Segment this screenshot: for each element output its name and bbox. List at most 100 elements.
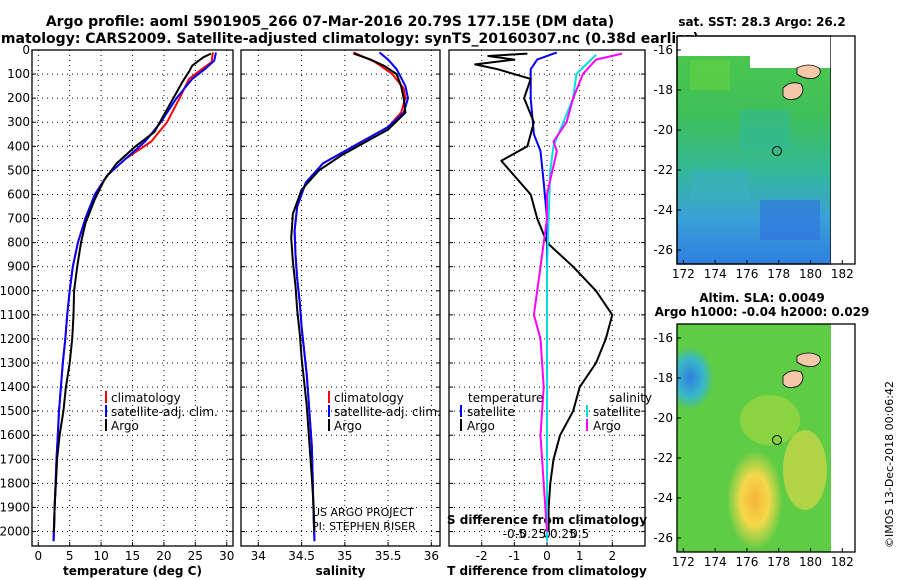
x-tick-label: 35 [337,549,352,563]
legend-salinity-header: salinity [609,391,652,405]
lon-tick-label: 174 [704,555,727,569]
depth-tick-label: 2000 [0,525,30,539]
lat-tick-label: -18 [653,371,673,385]
lon-tick-label: 176 [735,267,758,281]
legend-t-satellite: satellite [467,405,515,419]
x-tick-label: 0 [34,549,42,563]
depth-tick-label: 0 [22,43,30,57]
x-tick-label: 34.5 [288,549,315,563]
depth-tick-label: 500 [7,163,30,177]
lat-tick-label: -16 [653,43,673,57]
salinity-profile-panel: 34 34.5 35 35.5 36 salinity [240,49,441,578]
depth-tick-label: 400 [7,139,30,153]
lat-tick-label: -18 [653,83,673,97]
plot-frame [240,49,441,547]
lon-tick-label: 182 [831,267,854,281]
lon-tick-label: 174 [704,267,727,281]
legend-s-satellite: satellite [593,405,641,419]
difference-legend: temperature salinity satellite Argo sate… [460,391,652,433]
x-tick-label: 25 [188,549,203,563]
depth-tick-label: 300 [7,115,30,129]
series-line [293,51,409,542]
x-axis-label: temperature (deg C) [63,564,202,578]
x-axis-label: salinity [316,564,366,578]
lat-tick-label: -24 [653,491,673,505]
depth-tick-label: 800 [7,236,30,250]
s-tick-label: -0.5 [503,527,526,541]
depth-tick-label: 900 [7,260,30,274]
depth-tick-label: 1700 [0,452,30,466]
x-tick-label: -1 [508,549,520,563]
credit-line-2: PI: STEPHEN RISER [312,520,416,533]
x-tick-label: 2 [609,549,617,563]
credit-line-1: US ARGO PROJECT [312,506,414,519]
lon-tick-label: 172 [672,267,695,281]
depth-tick-label: 1200 [0,332,30,346]
x-tick-label: 36 [424,549,439,563]
sla-map-title-2: Argo h1000: -0.04 h2000: 0.029 [655,305,870,319]
sla-map [676,323,856,553]
lat-tick-label: -24 [653,203,673,217]
legend-argo-s: Argo [334,419,362,433]
legend-temperature-header: temperature [468,391,543,405]
depth-tick-label: 1400 [0,380,30,394]
legend-t-argo: Argo [467,419,495,433]
plot-frame [31,49,234,547]
lat-tick-label: -26 [653,243,673,257]
depth-tick-label: 200 [7,91,30,105]
title-line-1: Argo profile: aoml 5901905_266 07-Mar-20… [46,14,614,30]
salinity-legend: climatology satellite-adj. clim. Argo [328,391,441,433]
legend-satellite: satellite-adj. clim. [111,405,218,419]
lat-tick-label: -22 [653,163,673,177]
x-tick-label: 35.5 [375,549,402,563]
series-line [53,52,212,532]
x-tick-label: 20 [156,549,171,563]
difference-profile-panel: -2 -1 0 1 2-0.5-0.250 0.250.5S difference fro… [447,49,647,578]
depth-tick-label: 1600 [0,428,30,442]
depth-tick-label: 1500 [0,404,30,418]
depth-tick-label: 1900 [0,500,30,514]
s-tick-label: 0.25 [550,527,577,541]
plot-frame [448,49,646,547]
series-line [290,52,407,532]
lon-tick-label: 178 [767,267,790,281]
depth-tick-label: 100 [7,67,30,81]
depth-tick-label: 600 [7,187,30,201]
x-tick-label: 0 [543,549,551,563]
legend-argo: Argo [111,419,139,433]
lon-tick-label: 180 [799,555,822,569]
lat-tick-label: -20 [653,411,673,425]
watermark: ©IMOS 13-Dec-2018 00:06:42 [883,381,896,548]
lon-tick-label: 176 [735,555,758,569]
s-tick-label: 0.5 [570,527,589,541]
series-line [474,52,614,532]
legend-climatology: climatology [111,391,181,405]
depth-axis: 0 100 200 300 400 500 600 700 800 900 1000 1100 1200… [0,43,30,539]
temperature-profile-panel: 0 5 10 15 20 25 30 temperature (deg C) [31,49,234,578]
x-tick-label: 10 [93,549,108,563]
lat-tick-label: -22 [653,451,673,465]
x-tick-label: -2 [476,549,488,563]
sst-map [676,35,856,265]
x-tick-label: 15 [125,549,140,563]
sst-map-axes: 172 174 176 178 180 182 -16 -18 -20 -22 -24 -26 [653,43,853,281]
depth-tick-label: 1300 [0,356,30,370]
lat-tick-label: -26 [653,531,673,545]
sst-map-title: sat. SST: 28.3 Argo: 26.2 [678,15,845,29]
depth-tick-label: 700 [7,212,30,226]
lat-tick-label: -20 [653,123,673,137]
series-line [52,52,217,542]
series-line [532,52,623,532]
lon-tick-label: 178 [767,555,790,569]
series-line [52,52,214,542]
s-tick-label: -0.25 [515,527,546,541]
series-line [546,54,597,542]
lat-tick-label: -16 [653,331,673,345]
depth-tick-label: 1000 [0,284,30,298]
temperature-legend: climatology satellite-adj. clim. Argo [105,391,218,433]
depth-tick-label: 1100 [0,308,30,322]
lon-tick-label: 172 [672,555,695,569]
legend-climatology-s: climatology [334,391,404,405]
lon-tick-label: 180 [799,267,822,281]
